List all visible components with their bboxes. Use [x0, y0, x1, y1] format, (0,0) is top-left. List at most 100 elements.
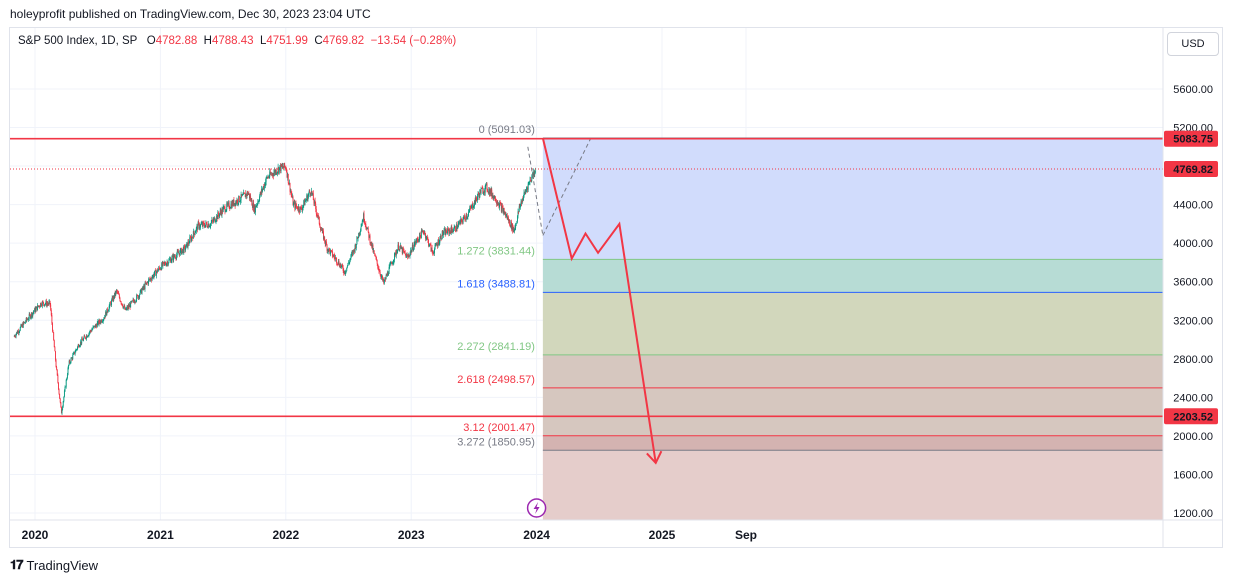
candle-body	[164, 262, 166, 265]
candle-body	[15, 334, 17, 337]
candle-body	[18, 330, 19, 333]
candle-body	[284, 163, 286, 167]
candle-body	[200, 224, 202, 225]
candle-body	[354, 245, 356, 252]
candle-body	[299, 206, 301, 213]
candle-body	[447, 228, 449, 230]
price-axis-label: 1200.00	[1173, 508, 1213, 520]
candle-body	[372, 245, 374, 252]
candle-body	[169, 258, 171, 260]
candle-body	[87, 335, 89, 337]
candle-body	[171, 256, 173, 261]
candle-body	[343, 271, 345, 274]
candle-body	[525, 189, 527, 191]
candle-body	[203, 222, 204, 224]
candle-body	[284, 166, 286, 168]
candle-body	[45, 301, 47, 304]
candle-body	[394, 252, 396, 254]
candle-body	[512, 227, 514, 232]
candle-body	[59, 393, 61, 399]
publish-info: holeyprofit published on TradingView.com…	[10, 7, 371, 21]
candle-body	[362, 221, 364, 222]
candle-body	[370, 243, 372, 244]
candle-body	[123, 306, 125, 307]
candle-body	[288, 182, 290, 185]
candle-body	[348, 262, 350, 264]
candle-body	[179, 250, 181, 256]
candle-body	[496, 202, 497, 204]
candle-body	[368, 235, 370, 238]
candle-body	[280, 165, 281, 171]
currency-button[interactable]: USD	[1167, 32, 1219, 56]
candle-body	[77, 346, 78, 350]
candle-body	[59, 398, 61, 403]
fib-level-label: 2.272 (2841.19)	[457, 341, 535, 353]
candle-body	[76, 349, 78, 350]
candle-body	[381, 276, 383, 277]
candle-body	[528, 182, 530, 183]
candle-body	[395, 252, 397, 256]
candle-body	[259, 192, 261, 197]
candle-body	[387, 272, 389, 275]
candle-body	[23, 322, 25, 324]
candle-body	[481, 188, 483, 189]
candle-body	[212, 220, 214, 222]
candle-body	[463, 216, 465, 220]
candle-body	[493, 195, 495, 199]
candle-body	[311, 190, 313, 195]
candle-body	[279, 165, 281, 168]
candle-body	[297, 206, 299, 210]
candle-body	[283, 167, 284, 169]
candle-body	[503, 210, 505, 215]
candle-body	[201, 223, 203, 226]
tradingview-brand[interactable]: 𝟏𝟕 TradingView	[10, 558, 98, 573]
candle-body	[365, 227, 367, 230]
candle-body	[420, 235, 422, 239]
candle-body	[302, 207, 304, 211]
candle-body	[437, 244, 438, 246]
candle-body	[164, 262, 166, 264]
candle-body	[123, 306, 124, 308]
legend-close-value: 4769.82	[322, 35, 365, 47]
candle-body	[29, 314, 31, 319]
price-axis-label: 3600.00	[1173, 277, 1213, 289]
candle-body	[256, 204, 258, 205]
candle-body	[416, 238, 418, 240]
candle-body	[468, 210, 470, 213]
candle-body	[326, 244, 328, 251]
candle-body	[142, 286, 144, 290]
candle-body	[453, 227, 455, 231]
candle-body	[426, 236, 428, 239]
time-axis-label: 2021	[147, 528, 174, 542]
candle-body	[170, 260, 172, 263]
candle-body	[205, 222, 207, 225]
candle-body	[272, 174, 274, 176]
candle-body	[191, 236, 193, 238]
candle-body	[198, 223, 200, 229]
candle-body	[225, 209, 227, 212]
candle-body	[480, 188, 482, 194]
candle-body	[347, 263, 349, 266]
candle-body	[36, 306, 38, 311]
candle-body	[201, 223, 203, 225]
candle-body	[431, 247, 432, 252]
candle-body	[126, 308, 127, 311]
candle-body	[32, 312, 34, 314]
candle-body	[181, 250, 183, 255]
candle-body	[131, 300, 133, 303]
candle-body	[481, 188, 483, 189]
candle-body	[92, 328, 93, 330]
candle-body	[145, 283, 147, 284]
candle-body	[435, 244, 437, 246]
fib-level-label: 2.618 (2498.57)	[457, 374, 535, 386]
candle-body	[500, 203, 502, 205]
candle-body	[476, 196, 478, 201]
candle-body	[492, 195, 494, 199]
candle-body	[485, 183, 487, 185]
candle-body	[460, 218, 462, 220]
candle-body	[255, 205, 257, 207]
candle-body	[148, 278, 150, 280]
candle-body	[79, 345, 81, 347]
candle-body	[152, 275, 154, 278]
